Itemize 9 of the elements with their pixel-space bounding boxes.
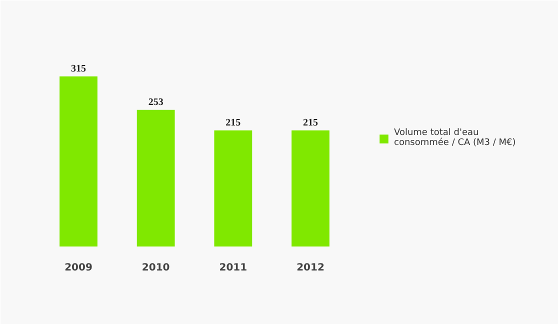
data-label: 215 — [226, 117, 241, 128]
data-label: 253 — [148, 96, 164, 108]
x-tick-label: 2009 — [64, 262, 92, 274]
data-label: 315 — [71, 63, 86, 74]
x-tick-label: 2010 — [142, 262, 170, 274]
data-label: 215 — [303, 117, 318, 128]
x-tick-label: 2012 — [296, 262, 324, 274]
legend-label: Volume total d'eau consommée / CA (M3 / M€) — [394, 128, 516, 148]
x-tick-label: 2011 — [219, 262, 248, 274]
